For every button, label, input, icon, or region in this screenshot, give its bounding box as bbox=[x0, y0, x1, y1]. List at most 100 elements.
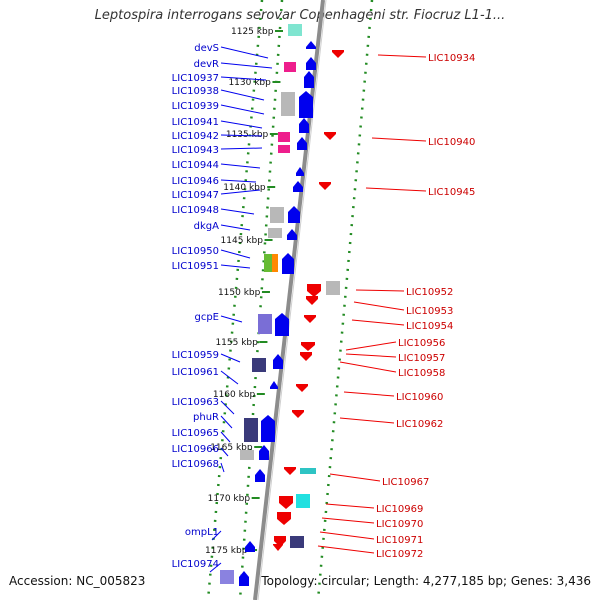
gene-label-ompl1: ompL1 bbox=[185, 527, 219, 538]
gene-label-devr: devR bbox=[194, 59, 219, 70]
leader-line bbox=[220, 104, 265, 115]
gene-label-lic10945: LIC10945 bbox=[428, 187, 475, 198]
gene-label-lic10948: LIC10948 bbox=[172, 205, 219, 216]
gene-label-lic10951: LIC10951 bbox=[172, 261, 219, 272]
forward-gene-arrow bbox=[255, 469, 265, 482]
forward-gene-arrow bbox=[259, 445, 269, 460]
leader-line bbox=[220, 134, 263, 137]
gene-block bbox=[278, 145, 290, 153]
gene-block bbox=[244, 418, 258, 442]
gene-label-lic10937: LIC10937 bbox=[172, 73, 219, 84]
leader-line bbox=[209, 562, 222, 573]
leader-line bbox=[339, 417, 395, 424]
forward-gene-arrow bbox=[261, 415, 275, 442]
gene-block bbox=[326, 281, 340, 295]
accession-text: Accession: NC_005823 bbox=[9, 574, 146, 588]
reverse-gene-arrow bbox=[284, 467, 296, 475]
gene-label-lic10942: LIC10942 bbox=[172, 131, 219, 142]
leader-line bbox=[220, 76, 267, 81]
leader-line bbox=[377, 54, 427, 58]
reverse-gene-arrow bbox=[319, 182, 331, 190]
forward-gene-arrow bbox=[275, 313, 289, 336]
leader-line bbox=[365, 187, 427, 192]
leader-line bbox=[220, 120, 263, 129]
gene-label-lic10969: LIC10969 bbox=[376, 504, 423, 515]
reverse-gene-arrow bbox=[274, 536, 286, 547]
reverse-gene-arrow bbox=[332, 50, 344, 58]
gene-label-lic10950: LIC10950 bbox=[172, 246, 219, 257]
leader-line bbox=[353, 301, 405, 311]
gene-block bbox=[272, 254, 278, 272]
gene-label-lic10947: LIC10947 bbox=[172, 190, 219, 201]
leader-line bbox=[345, 353, 397, 358]
gene-block bbox=[296, 494, 310, 508]
gene-block bbox=[270, 207, 284, 223]
gene-label-lic10965: LIC10965 bbox=[172, 428, 219, 439]
scale-label: 1125 kbp bbox=[231, 27, 274, 37]
gene-label-lic10963: LIC10963 bbox=[172, 397, 219, 408]
gene-label-gcpe: gcpE bbox=[194, 312, 219, 323]
reverse-gene-arrow bbox=[304, 315, 316, 323]
reverse-gene-arrow bbox=[307, 284, 321, 297]
leader-line bbox=[220, 400, 235, 415]
forward-gene-arrow bbox=[273, 354, 283, 369]
gene-label-lic10961: LIC10961 bbox=[172, 367, 219, 378]
forward-gene-arrow bbox=[299, 91, 313, 118]
gene-block bbox=[258, 314, 272, 334]
forward-gene-arrow bbox=[270, 381, 278, 389]
leader-line bbox=[345, 341, 397, 351]
gene-label-lic10952: LIC10952 bbox=[406, 287, 453, 298]
gene-label-lic10954: LIC10954 bbox=[406, 321, 453, 332]
topology-text: Topology: circular; Length: 4,277,185 bp… bbox=[261, 574, 591, 588]
forward-gene-arrow bbox=[293, 181, 303, 192]
scale-label: 1170 kbp bbox=[208, 494, 251, 504]
leader-line bbox=[220, 249, 251, 259]
gene-label-devs: devS bbox=[194, 43, 219, 54]
scale-label: 1145 kbp bbox=[221, 236, 264, 246]
dotted-track-3 bbox=[316, 0, 374, 600]
scale-label: 1135 kbp bbox=[226, 130, 269, 140]
gene-label-lic10960: LIC10960 bbox=[396, 392, 443, 403]
gene-label-lic10944: LIC10944 bbox=[172, 160, 219, 171]
forward-gene-arrow bbox=[306, 57, 316, 70]
map-title: Leptospira interrogans serovar Copenhage… bbox=[94, 8, 506, 23]
leader-line bbox=[317, 545, 375, 554]
reverse-gene-arrow bbox=[301, 342, 315, 351]
scale-label: 1165 kbp bbox=[210, 443, 253, 453]
scale-label: 1175 kbp bbox=[205, 546, 248, 556]
leader-line bbox=[220, 62, 273, 69]
leader-line bbox=[339, 361, 397, 373]
leader-line bbox=[211, 530, 222, 541]
scale-label: 1130 kbp bbox=[228, 78, 271, 88]
dotted-track-2 bbox=[238, 0, 284, 600]
forward-gene-arrow bbox=[287, 229, 297, 240]
gene-label-lic10962: LIC10962 bbox=[396, 419, 443, 430]
scale-label: 1160 kbp bbox=[213, 390, 256, 400]
gene-label-lic10940: LIC10940 bbox=[428, 137, 475, 148]
leader-line bbox=[329, 473, 381, 482]
gene-label-phur: phuR bbox=[193, 412, 219, 423]
reverse-gene-arrow bbox=[324, 132, 336, 140]
reverse-gene-arrow bbox=[279, 496, 293, 509]
leader-line bbox=[220, 224, 251, 231]
gene-block bbox=[278, 132, 290, 142]
leader-line bbox=[220, 163, 261, 169]
leader-line bbox=[220, 147, 263, 150]
reverse-gene-arrow bbox=[292, 410, 304, 418]
gene-block bbox=[252, 358, 266, 372]
leader-line bbox=[220, 89, 265, 101]
leader-line bbox=[220, 370, 239, 385]
forward-gene-arrow bbox=[239, 571, 249, 586]
gene-label-lic10957: LIC10957 bbox=[398, 353, 445, 364]
gene-label-lic10972: LIC10972 bbox=[376, 549, 423, 560]
forward-gene-arrow bbox=[297, 137, 307, 150]
forward-gene-arrow bbox=[306, 41, 316, 49]
gene-block bbox=[220, 570, 234, 584]
forward-gene-arrow bbox=[282, 253, 294, 274]
leader-line bbox=[220, 447, 229, 457]
leader-line bbox=[220, 46, 269, 59]
gene-label-lic10943: LIC10943 bbox=[172, 145, 219, 156]
gene-label-lic10974: LIC10974 bbox=[172, 559, 219, 570]
forward-gene-arrow bbox=[245, 541, 255, 552]
